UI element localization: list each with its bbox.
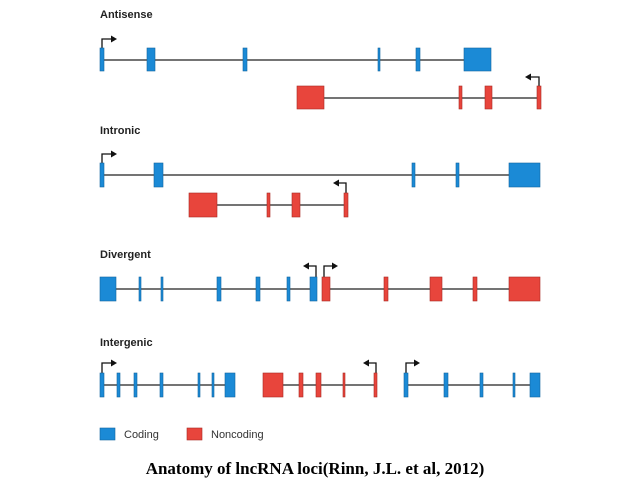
coding-exon	[99, 162, 105, 188]
noncoding-exon	[266, 192, 271, 218]
noncoding-exon	[373, 372, 378, 398]
coding-exon	[512, 372, 516, 398]
noncoding-exon	[298, 372, 304, 398]
legend-swatch-noncoding	[186, 427, 203, 441]
coding-exon	[146, 47, 156, 72]
coding-exon	[415, 47, 421, 72]
tss-arrowhead-icon	[414, 359, 420, 367]
section-label-intergenic: Intergenic	[100, 337, 153, 349]
coding-exon	[160, 276, 164, 302]
intronic-section	[99, 150, 541, 218]
noncoding-exon	[321, 276, 331, 302]
noncoding-exon	[315, 372, 322, 398]
intronic-noncoding-transcript	[188, 179, 349, 218]
divergent-section	[99, 262, 541, 302]
section-label-divergent: Divergent	[100, 249, 151, 261]
coding-exon	[216, 276, 222, 302]
legend: Coding Noncoding	[99, 427, 264, 441]
intergenic-coding-transcript-right	[403, 359, 541, 398]
intergenic-noncoding-transcript	[262, 359, 378, 398]
tss-arrowhead-icon	[332, 262, 338, 270]
tss-arrowhead-icon	[303, 262, 309, 270]
coding-exon	[479, 372, 484, 398]
coding-exon	[224, 372, 236, 398]
coding-exon	[443, 372, 449, 398]
coding-exon	[153, 162, 164, 188]
tss-arrowhead-icon	[363, 359, 369, 367]
noncoding-exon	[458, 85, 463, 110]
coding-exon	[197, 372, 201, 398]
coding-exon	[463, 47, 492, 72]
noncoding-exon	[262, 372, 284, 398]
noncoding-exon	[343, 192, 349, 218]
noncoding-exon	[383, 276, 389, 302]
coding-exon	[403, 372, 409, 398]
coding-exon	[159, 372, 164, 398]
tss-arrowhead-icon	[111, 359, 117, 367]
figure-caption: Anatomy of lncRNA loci(Rinn, J.L. et al,…	[146, 459, 485, 478]
coding-exon	[529, 372, 541, 398]
tss-arrowhead-icon	[111, 35, 117, 43]
coding-exon	[99, 276, 117, 302]
divergent-coding-transcript	[99, 262, 318, 302]
coding-exon	[309, 276, 318, 302]
legend-label-noncoding: Noncoding	[211, 429, 264, 441]
antisense-noncoding-transcript	[296, 73, 542, 110]
noncoding-exon	[296, 85, 325, 110]
legend-swatch-coding	[99, 427, 116, 441]
coding-exon	[411, 162, 416, 188]
antisense-coding-transcript	[99, 35, 492, 72]
noncoding-exon	[342, 372, 346, 398]
noncoding-exon	[484, 85, 493, 110]
coding-exon	[138, 276, 142, 302]
coding-exon	[133, 372, 138, 398]
section-label-antisense: Antisense	[100, 9, 153, 21]
intronic-coding-transcript	[99, 150, 541, 188]
coding-exon	[286, 276, 291, 302]
noncoding-exon	[291, 192, 301, 218]
noncoding-exon	[472, 276, 478, 302]
antisense-section	[99, 35, 542, 110]
divergent-noncoding-transcript	[321, 262, 541, 302]
coding-exon	[116, 372, 121, 398]
coding-exon	[508, 162, 541, 188]
intergenic-coding-transcript-left	[99, 359, 236, 398]
noncoding-exon	[429, 276, 443, 302]
legend-label-coding: Coding	[124, 429, 159, 441]
coding-exon	[455, 162, 460, 188]
section-label-intronic: Intronic	[100, 125, 140, 137]
coding-exon	[377, 47, 381, 72]
coding-exon	[242, 47, 248, 72]
noncoding-exon	[536, 85, 542, 110]
tss-arrowhead-icon	[111, 150, 117, 158]
coding-exon	[99, 47, 105, 72]
coding-exon	[255, 276, 261, 302]
intergenic-section	[99, 359, 541, 398]
noncoding-exon	[508, 276, 541, 302]
coding-exon	[99, 372, 105, 398]
tss-arrowhead-icon	[333, 179, 339, 187]
tss-arrowhead-icon	[525, 73, 531, 81]
coding-exon	[211, 372, 215, 398]
noncoding-exon	[188, 192, 218, 218]
